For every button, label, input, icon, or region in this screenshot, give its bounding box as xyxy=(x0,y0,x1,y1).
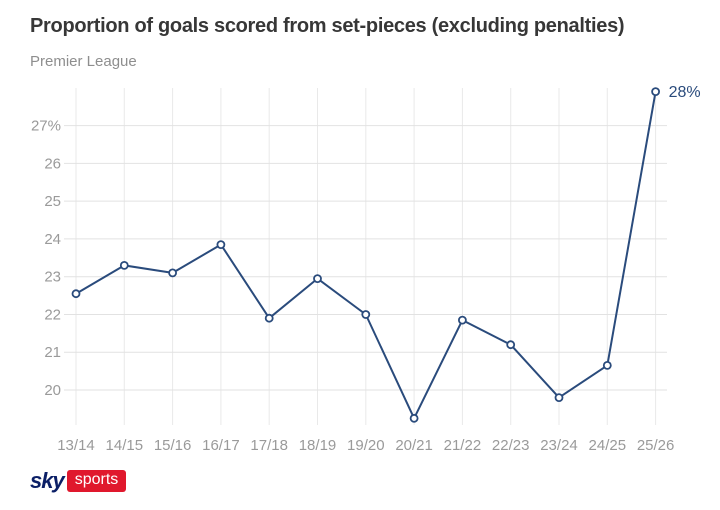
x-axis-tick-label: 22/23 xyxy=(492,437,530,454)
data-point-marker xyxy=(602,360,612,370)
x-axis-tick-label: 19/20 xyxy=(347,437,385,454)
chart-subtitle: Premier League xyxy=(30,53,137,70)
data-point-marker xyxy=(457,315,467,325)
x-axis-tick-label: 17/18 xyxy=(250,437,288,454)
x-axis-tick-label: 14/15 xyxy=(106,437,144,454)
x-axis-tick-label: 20/21 xyxy=(395,437,433,454)
y-axis-tick-label: 23 xyxy=(44,269,61,286)
x-axis-tick-label: 24/25 xyxy=(589,437,627,454)
data-point-marker xyxy=(313,274,322,284)
sky-logo-text: sky xyxy=(30,468,65,493)
chart-title: Proportion of goals scored from set-piec… xyxy=(30,15,625,37)
y-axis-tick-label: 20 xyxy=(44,382,61,399)
y-axis-tick-label: 25 xyxy=(44,193,61,210)
x-axis-tick-label: 15/16 xyxy=(154,437,192,454)
data-point-marker xyxy=(71,289,81,299)
x-axis-tick-label: 16/17 xyxy=(202,437,240,454)
x-axis-tick-label: 25/26 xyxy=(637,437,675,454)
y-axis-tick-label: 22 xyxy=(44,306,61,323)
x-axis-tick-label: 18/19 xyxy=(299,437,337,454)
data-point-marker xyxy=(409,413,419,423)
sky-sports-logo-badge: sports xyxy=(66,470,127,492)
x-axis-tick-label: 23/24 xyxy=(540,437,578,454)
data-point-marker xyxy=(554,393,564,403)
data-point-marker xyxy=(651,87,660,96)
y-axis-tick-label: 24 xyxy=(44,231,61,248)
y-axis-tick-label: 27% xyxy=(31,118,61,135)
data-point-marker xyxy=(264,313,274,323)
x-axis-tick-label: 21/22 xyxy=(444,437,482,454)
data-point-marker xyxy=(506,340,516,350)
y-axis-tick-label: 21 xyxy=(44,344,61,361)
y-axis-tick-label: 26 xyxy=(44,155,61,172)
x-axis-tick-label: 13/14 xyxy=(57,437,95,454)
sky-sports-logo: sky sports xyxy=(30,468,127,493)
data-point-marker xyxy=(361,310,371,319)
data-point-marker xyxy=(216,240,226,250)
data-point-marker xyxy=(168,268,178,278)
data-point-marker xyxy=(119,260,129,270)
data-point-annotation: 28% xyxy=(669,84,701,101)
